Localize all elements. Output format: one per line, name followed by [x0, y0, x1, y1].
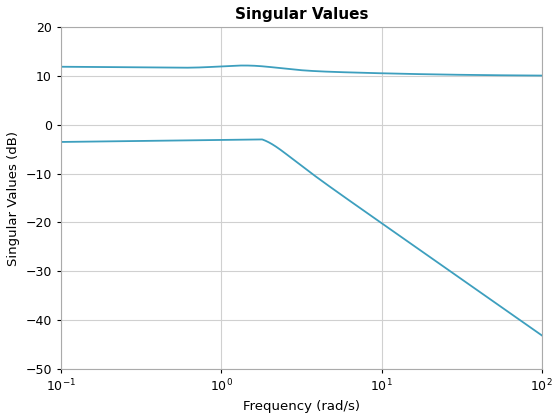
- X-axis label: Frequency (rad/s): Frequency (rad/s): [243, 400, 360, 413]
- Title: Singular Values: Singular Values: [235, 7, 368, 22]
- Y-axis label: Singular Values (dB): Singular Values (dB): [7, 131, 20, 265]
